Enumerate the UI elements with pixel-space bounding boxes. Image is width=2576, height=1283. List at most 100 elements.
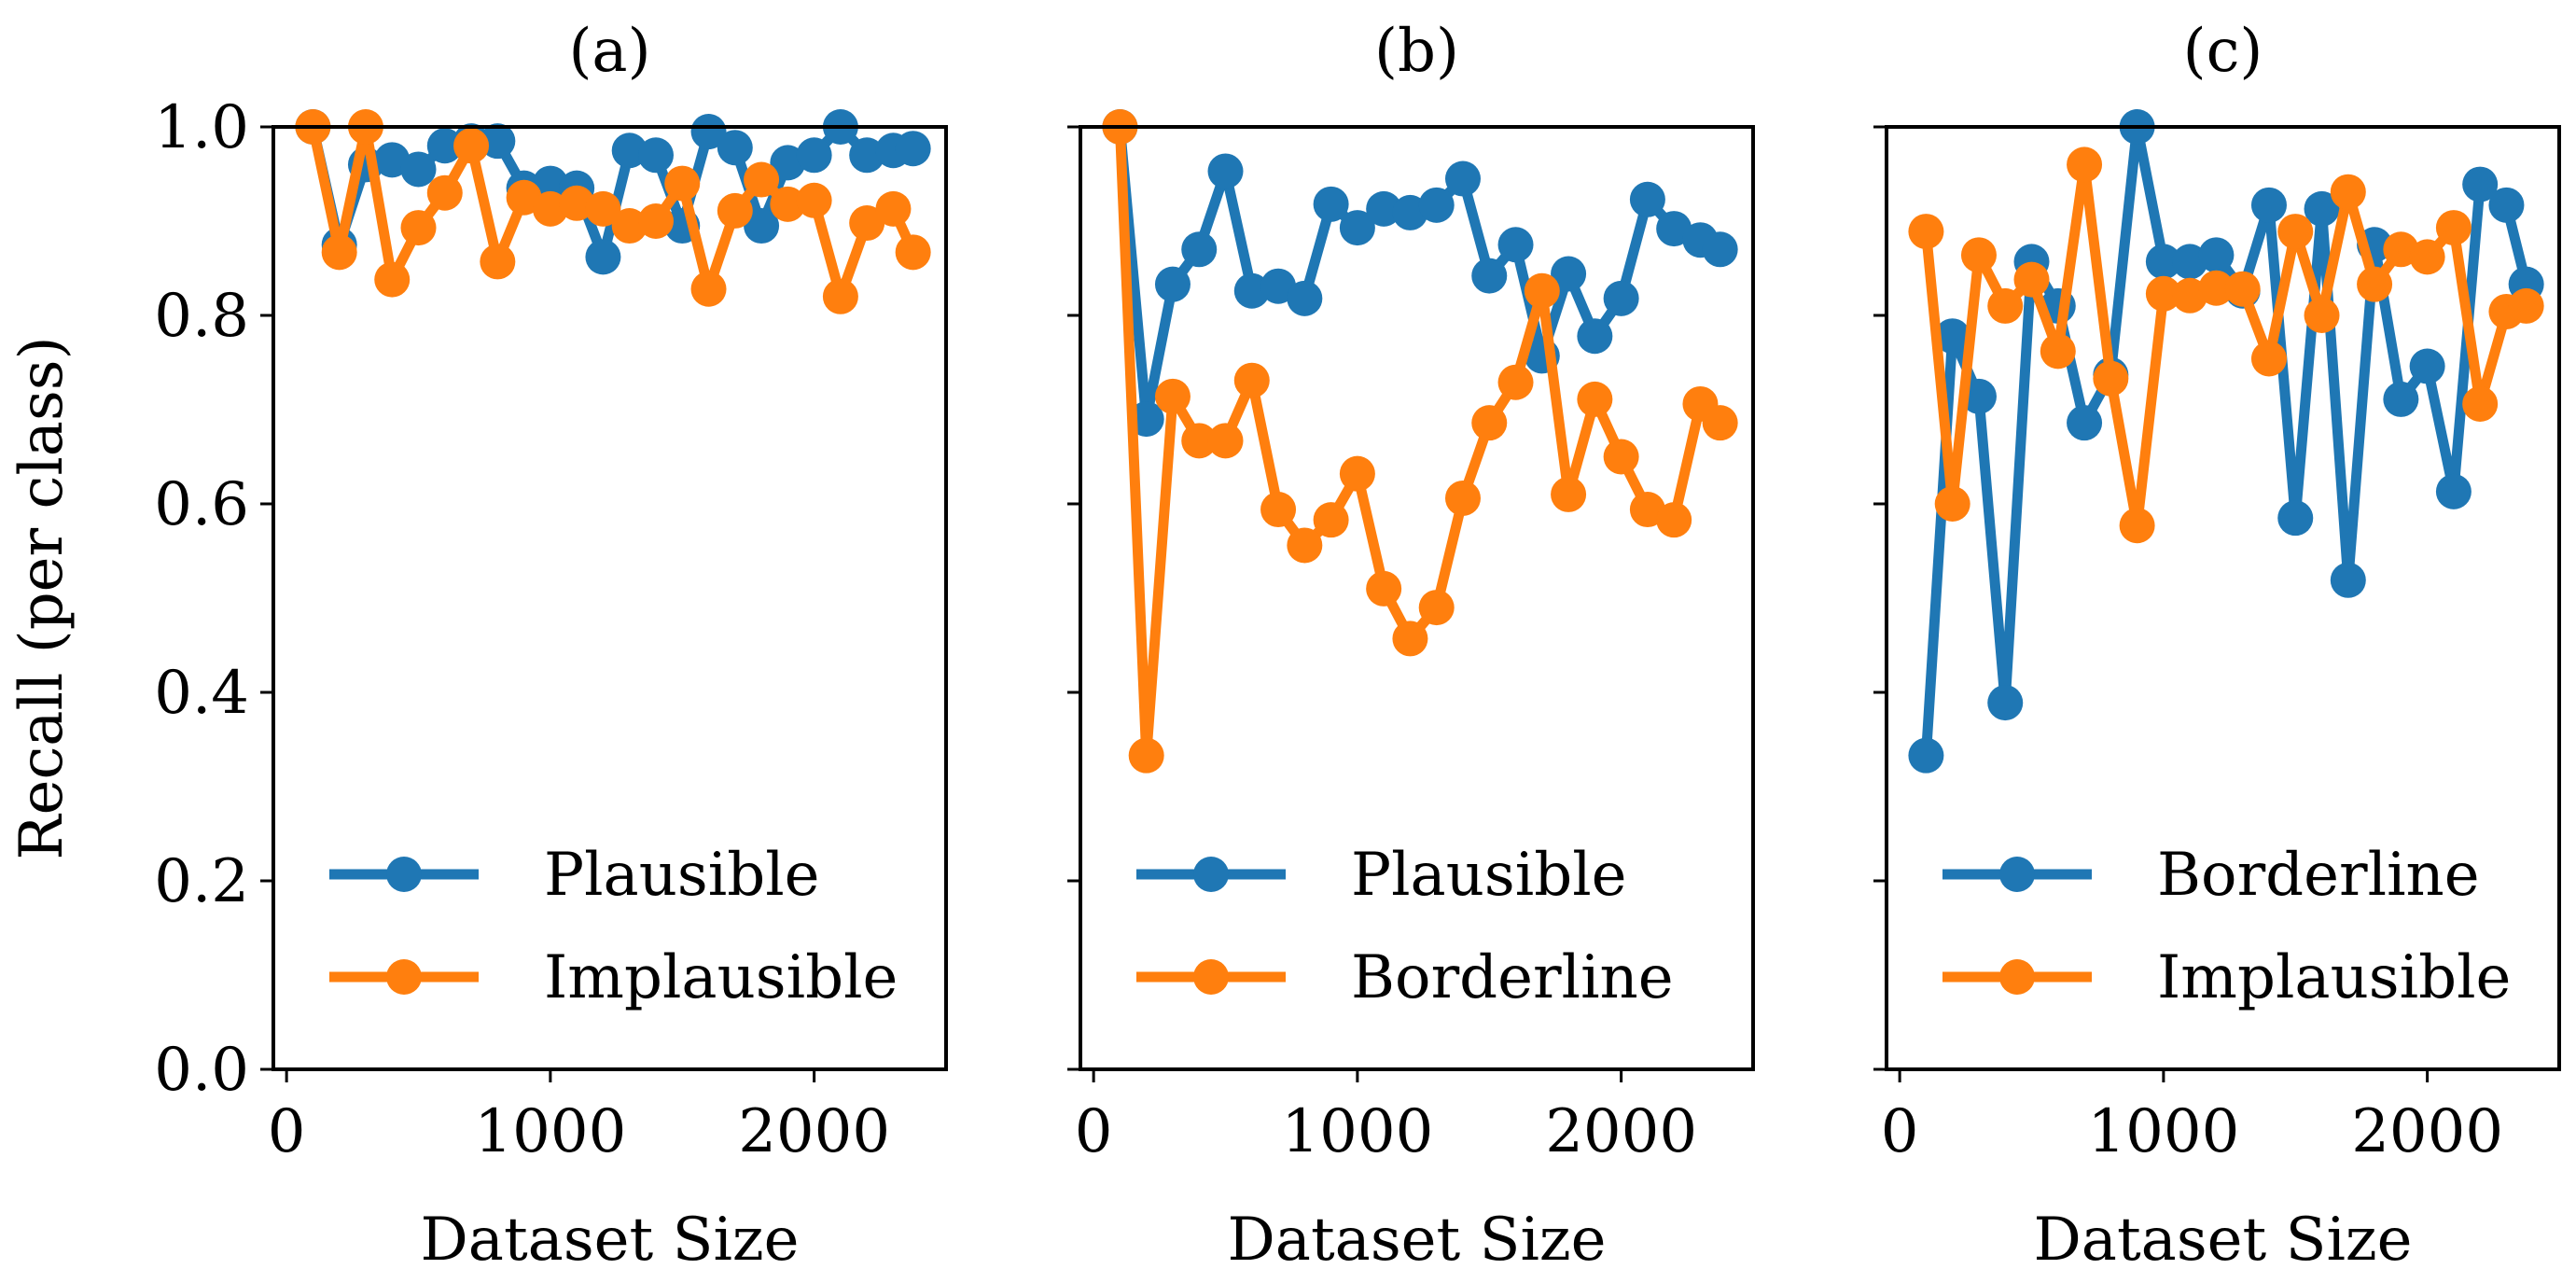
data-point [744,161,780,198]
data-point [2383,381,2419,417]
data-point [664,165,701,202]
data-point [690,114,727,150]
data-point [2145,244,2181,280]
axes-frame [1885,125,2561,1071]
data-point [2304,298,2340,333]
data-point [1313,502,1349,538]
data-point [1154,266,1191,302]
panel-title: (a) [568,17,650,86]
data-point [1233,362,1270,398]
data-point [2093,360,2129,397]
data-point [796,182,832,218]
data-point [1577,381,1613,417]
data-point [1603,280,1639,316]
data-point [426,174,463,211]
legend-marker [1193,857,1229,892]
data-point [2304,190,2340,227]
legend-entry: Borderline [1136,943,1674,1012]
axes-frame [272,125,948,1071]
data-point [690,271,727,307]
data-point [1181,423,1218,459]
data-point [1392,621,1428,657]
data-point [2119,508,2155,544]
data-point [453,128,490,164]
data-point [2145,275,2181,312]
y-tick-label: 0.0 [154,1036,249,1105]
data-point [1497,364,1534,400]
data-point [2250,187,2287,223]
data-point [2508,287,2544,324]
data-point [895,234,931,271]
data-point [1934,486,1970,522]
data-point [1128,737,1164,774]
data-point [637,137,674,174]
legend-label: Plausible [1351,841,1627,910]
data-point [1497,227,1534,263]
legend-label: Borderline [1351,943,1674,1012]
data-point [2198,270,2235,306]
data-point [1603,439,1639,475]
data-point [1366,570,1402,607]
x-tick-label: 2000 [1545,1097,1697,1166]
data-point [2067,146,2103,183]
data-point [1339,455,1375,492]
y-tick-label: 1.0 [154,93,249,162]
data-point [2040,333,2076,370]
data-point [2435,210,2472,246]
data-point [585,239,621,275]
data-point [1207,153,1244,189]
x-tick-label: 2000 [2351,1097,2503,1166]
data-point [2067,405,2103,441]
data-point [1154,378,1191,414]
data-point [532,165,568,202]
data-point [2277,214,2314,250]
data-point [895,131,931,167]
x-axis-label: Dataset Size [2033,1206,2412,1275]
data-point [2277,500,2314,537]
y-axis-label: Recall (per class) [7,336,77,859]
data-point [1233,272,1270,309]
legend-entry: Plausible [329,841,820,910]
data-point [1702,405,1738,441]
axes-frame [1079,125,1755,1071]
data-point [1987,685,2024,721]
data-point [1260,268,1297,304]
x-axis-label: Dataset Size [420,1206,799,1275]
legend-marker [1999,959,2035,995]
data-point [1207,423,1244,459]
data-point [1524,272,1560,309]
data-point [637,203,674,239]
data-point [875,190,912,227]
legend-marker [1193,959,1229,995]
y-tick-label: 0.6 [154,470,249,539]
data-point [2488,187,2525,223]
data-point [796,137,832,174]
data-point [2250,341,2287,377]
x-tick-label: 0 [1881,1097,1919,1166]
data-point [1287,280,1323,316]
x-tick-label: 0 [268,1097,306,1166]
data-point [2013,261,2050,298]
data-point [585,190,621,227]
plot-area [1102,109,1738,774]
data-point [1339,210,1375,246]
plot-area [1908,109,2544,774]
data-point [1987,287,2024,324]
data-point [1444,480,1481,516]
data-point [611,132,647,169]
data-point [717,192,753,229]
data-point [1577,318,1613,355]
data-point [2462,166,2499,202]
data-point [480,244,516,280]
data-point [2330,174,2366,210]
data-point [2409,239,2445,275]
data-point [1908,737,1944,774]
data-point [480,123,516,160]
data-point [2357,266,2393,302]
data-point [1260,492,1297,528]
data-point [374,261,411,298]
data-point [1551,476,1587,512]
data-point [1656,502,1692,538]
y-tick-label: 0.8 [154,282,249,351]
